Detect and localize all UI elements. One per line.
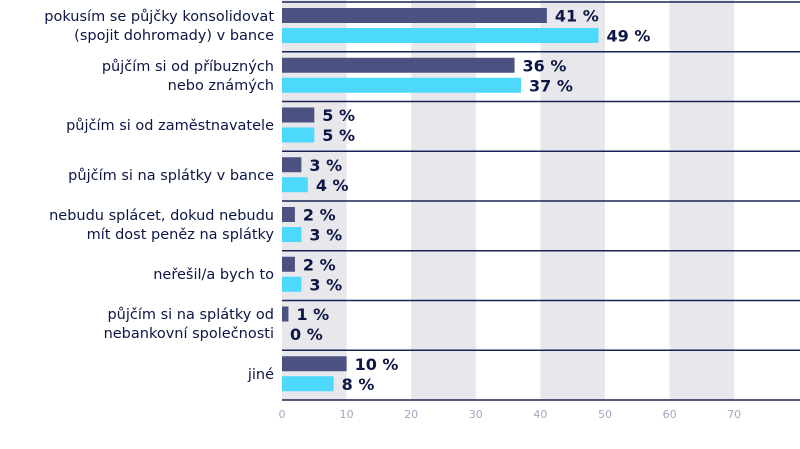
category-label-line: nebo známých — [167, 77, 274, 94]
category-label-line: nebudu splácet, dokud nebudu — [49, 207, 274, 224]
data-label: 1 % — [296, 305, 329, 324]
category-label-line: jiné — [247, 366, 274, 383]
category-label: nebudu splácet, dokud nebudu mít dost pen… — [0, 207, 274, 245]
data-label: 37 % — [529, 76, 573, 95]
x-tick-label: 20 — [404, 408, 418, 421]
category-label-line: půjčím si od příbuzných — [101, 58, 274, 75]
bar — [282, 306, 289, 322]
data-label: 3 % — [309, 156, 342, 175]
category-label: půjčím si na splátky od nebankovní společ… — [0, 306, 274, 344]
x-tick-label: 50 — [598, 408, 612, 421]
data-label: 41 % — [555, 7, 599, 26]
category-label-line: půjčím si na splátky v bance — [68, 167, 274, 184]
data-label: 2 % — [303, 206, 336, 225]
data-label: 8 % — [342, 375, 375, 394]
data-label: 3 % — [309, 226, 342, 245]
bar — [282, 107, 315, 123]
category-label-line: nebankovní společnosti — [103, 326, 274, 343]
x-tick-label: 10 — [340, 408, 354, 421]
category-label: pokusím se půjčky konsolidovat (spojit do… — [0, 8, 274, 46]
data-label: 49 % — [607, 27, 651, 46]
bar — [282, 28, 599, 43]
data-label: 10 % — [355, 355, 399, 374]
category-label: půjčím si na splátky v bance — [0, 167, 274, 186]
bar — [282, 127, 315, 143]
x-tick-label: 30 — [469, 408, 483, 421]
category-label: neřešil/a bych to — [0, 266, 274, 285]
bar — [282, 227, 302, 242]
data-label: 2 % — [303, 255, 336, 274]
x-tick-label: 70 — [727, 408, 741, 421]
data-label: 5 % — [322, 126, 355, 145]
bar — [282, 157, 302, 173]
bar — [282, 77, 522, 93]
data-label: 4 % — [316, 176, 349, 195]
category-label-line: mít dost peněz na splátky — [86, 226, 274, 243]
x-tick-label: 0 — [279, 408, 286, 421]
bar — [282, 177, 308, 193]
bar — [282, 356, 347, 372]
x-tick-label: 40 — [533, 408, 547, 421]
category-label-line: půjčím si na splátky od — [107, 307, 274, 324]
category-label-line: půjčím si od zaměstnavatele — [66, 117, 274, 134]
category-label: půjčím si od příbuzných nebo známých — [0, 58, 274, 96]
data-label: 36 % — [523, 56, 567, 75]
bar — [282, 57, 515, 73]
grid-band — [669, 0, 735, 400]
bar — [282, 256, 295, 272]
category-label: půjčím si od zaměstnavatele — [0, 117, 274, 136]
bar — [282, 376, 334, 392]
x-tick-label: 60 — [663, 408, 677, 421]
bar — [282, 276, 302, 292]
category-label-line: neřešil/a bych to — [153, 267, 274, 284]
bar — [282, 207, 295, 222]
category-label-line: (spojit dohromady) v bance — [74, 27, 274, 44]
category-label-line: pokusím se půjčky konsolidovat — [44, 8, 274, 25]
data-label: 0 % — [290, 325, 323, 344]
data-label: 5 % — [322, 106, 355, 125]
data-label: 3 % — [309, 275, 342, 294]
grid-band — [540, 0, 605, 400]
category-label: jiné — [0, 366, 274, 385]
bar — [282, 8, 547, 23]
